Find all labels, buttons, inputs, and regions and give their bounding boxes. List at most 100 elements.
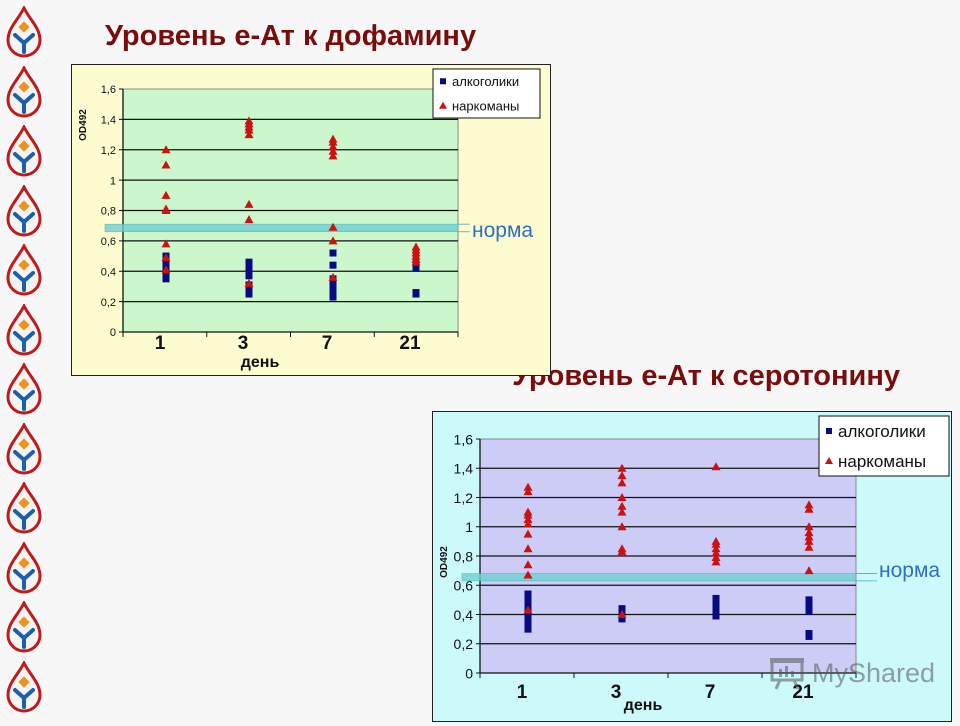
dopamine-chart-svg: 0 0,2 0,4 0,6 0,8 1 1,2 1,4 1,6 норма 1 3 7 21 день OD4… — [78, 68, 541, 371]
y-tick-label: 1,2 — [454, 490, 474, 506]
data-point-addicts — [161, 204, 171, 213]
drop-logo-icon — [4, 361, 44, 415]
data-point-addicts — [328, 134, 338, 143]
data-point-alcoholics — [329, 261, 337, 269]
x-category-label: 21 — [399, 333, 421, 354]
data-point-addicts — [804, 532, 814, 541]
data-point-addicts — [617, 610, 627, 618]
drop-logo-icon — [4, 421, 44, 475]
drop-logo-icon — [4, 242, 44, 296]
data-point-addicts — [804, 504, 814, 513]
drop-logo-icon — [4, 302, 44, 356]
data-point-addicts — [244, 199, 254, 208]
x-category-label: 3 — [611, 682, 622, 703]
drop-logo-icon — [4, 480, 44, 534]
data-point-addicts — [804, 536, 814, 545]
data-point-alcoholics — [162, 275, 170, 283]
data-point-alcoholics — [162, 270, 170, 278]
data-point-addicts — [617, 493, 627, 501]
y-tick-label: 0,6 — [101, 236, 116, 248]
presentation-icon — [770, 658, 804, 690]
x-axis-label: день — [241, 354, 280, 371]
data-point-alcoholics — [245, 290, 253, 298]
data-point-addicts — [711, 548, 721, 557]
norm-label: норма — [472, 219, 533, 242]
y-tick-label: 1 — [110, 175, 116, 187]
data-point-alcoholics — [329, 289, 337, 297]
y-tick-label: 1,4 — [454, 461, 474, 477]
drop-logo-icon — [4, 599, 44, 653]
data-point-alcoholics — [805, 596, 813, 604]
data-point-addicts — [617, 501, 627, 510]
data-point-addicts — [804, 542, 814, 551]
data-point-alcoholics — [524, 613, 532, 621]
data-point-addicts — [523, 482, 533, 491]
data-point-addicts — [711, 557, 721, 566]
x-axis-label: день — [624, 697, 663, 714]
data-point-alcoholics — [245, 272, 253, 280]
x-category-label: 1 — [517, 682, 528, 703]
data-point-addicts — [161, 239, 171, 248]
data-point-addicts — [523, 487, 533, 496]
legend — [432, 68, 541, 119]
norm-band — [104, 223, 459, 233]
y-tick-label: 1,2 — [101, 145, 116, 157]
data-point-addicts — [617, 463, 627, 472]
logo-strip — [0, 0, 56, 720]
data-point-addicts — [804, 566, 814, 575]
data-point-alcoholics — [618, 615, 626, 623]
data-point-alcoholics — [329, 293, 337, 301]
chart-title-dopamine: Уровень е-Ат к дофамину — [105, 20, 477, 52]
data-point-addicts — [617, 478, 627, 487]
chart-title-serotonin: Уровень е-Ат к серотонину — [512, 360, 901, 392]
data-point-addicts — [161, 160, 171, 169]
data-point-alcoholics — [712, 606, 720, 614]
data-point-addicts — [523, 560, 533, 569]
data-point-alcoholics — [712, 612, 720, 620]
data-point-alcoholics — [712, 600, 720, 608]
data-point-addicts — [161, 265, 171, 274]
data-point-addicts — [244, 278, 254, 287]
data-point-addicts — [523, 570, 533, 579]
y-tick-label: 0,8 — [101, 206, 116, 218]
data-point-addicts — [804, 528, 814, 537]
data-point-alcoholics — [245, 263, 253, 271]
data-point-alcoholics — [245, 285, 253, 293]
y-tick-label: 1,6 — [454, 431, 474, 447]
y-tick-label: 1,4 — [101, 115, 116, 127]
dopamine-chart: 0 0,2 0,4 0,6 0,8 1 1,2 1,4 1,6 норма 1 3 7 21 день OD4… — [71, 64, 551, 376]
data-point-addicts — [711, 462, 721, 471]
data-point-addicts — [328, 272, 338, 281]
data-point-addicts — [523, 605, 533, 614]
legend-triangle-icon — [825, 457, 833, 464]
data-point-alcoholics — [524, 625, 532, 633]
data-point-alcoholics — [329, 249, 337, 257]
data-point-addicts — [328, 146, 338, 155]
x-category-label: 3 — [238, 333, 249, 354]
data-point-addicts — [328, 142, 338, 151]
data-point-addicts — [244, 116, 254, 125]
legend-entry: алкоголики — [838, 422, 926, 441]
data-point-alcoholics — [524, 596, 532, 604]
data-point-addicts — [328, 222, 338, 231]
data-point-alcoholics — [805, 630, 813, 638]
norm-band — [461, 573, 857, 582]
x-category-label: 1 — [155, 333, 166, 354]
data-point-alcoholics — [162, 261, 170, 269]
legend-entry: наркоманы — [838, 452, 926, 471]
drop-logo-icon — [4, 659, 44, 713]
y-tick-label: 0,4 — [454, 607, 474, 623]
data-point-addicts — [711, 536, 721, 545]
y-tick-label: 0,2 — [101, 297, 116, 309]
y-tick-label: 0 — [465, 665, 473, 681]
data-point-alcoholics — [524, 590, 532, 598]
norm-label: норма — [879, 559, 940, 582]
data-point-alcoholics — [329, 279, 337, 287]
x-category-label: 7 — [705, 682, 716, 703]
data-point-alcoholics — [245, 267, 253, 275]
data-point-alcoholics — [618, 605, 626, 613]
y-axis-label: OD492 — [439, 546, 450, 578]
data-point-alcoholics — [245, 258, 253, 266]
legend-entry: наркоманы — [452, 98, 519, 113]
